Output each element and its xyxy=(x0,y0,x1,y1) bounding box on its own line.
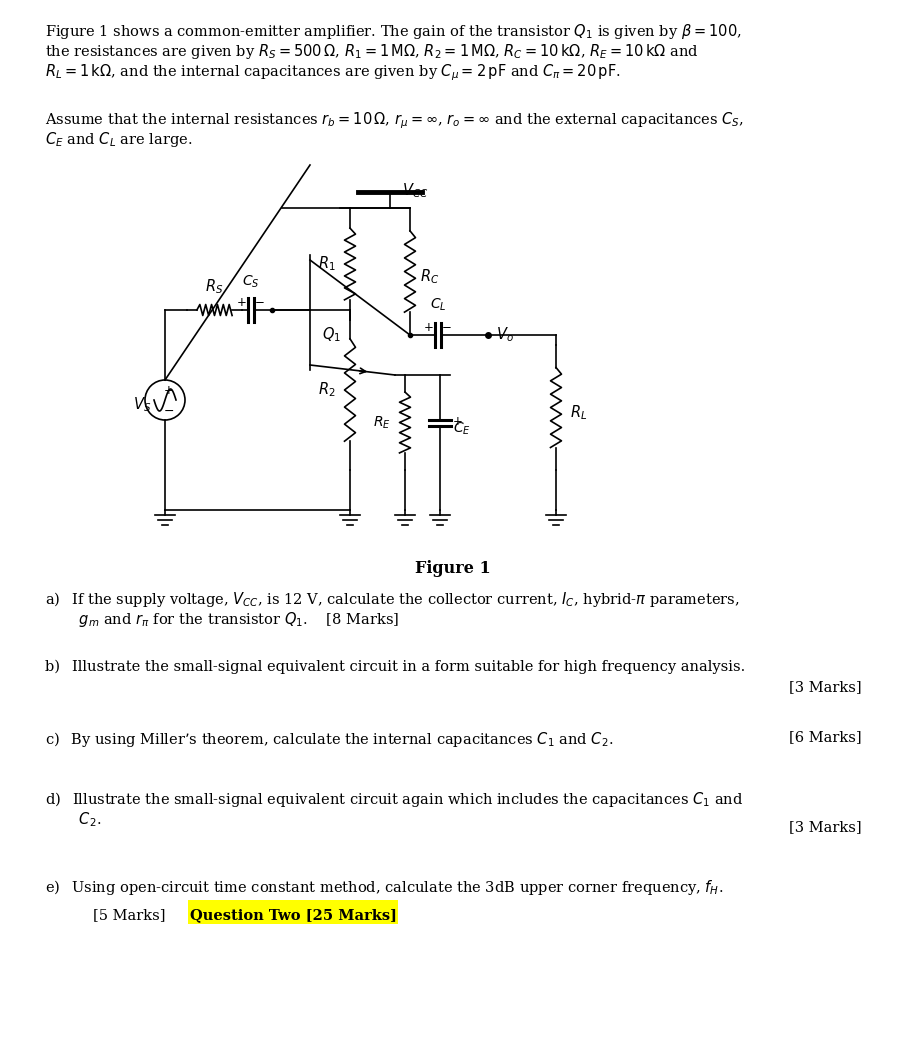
Text: $R_L$: $R_L$ xyxy=(570,403,587,422)
Text: $C_L$: $C_L$ xyxy=(429,297,447,313)
Text: $V_S$: $V_S$ xyxy=(133,395,151,414)
Text: b)  Illustrate the small-signal equivalent circuit in a form suitable for high f: b) Illustrate the small-signal equivalen… xyxy=(45,660,746,675)
Text: [6 Marks]: [6 Marks] xyxy=(789,730,862,744)
Text: the resistances are given by $R_S = 500\,\Omega$, $R_1 = 1\,\mathrm{M}\Omega$, $: the resistances are given by $R_S = 500\… xyxy=(45,42,699,61)
Text: $C_S$: $C_S$ xyxy=(242,274,260,290)
Text: Assume that the internal resistances $r_b = 10\,\Omega$, $r_{\mu} = \infty$, $r_: Assume that the internal resistances $r_… xyxy=(45,110,744,130)
Text: $R_L = 1\,\mathrm{k}\Omega$, and the internal capacitances are given by $C_{\mu}: $R_L = 1\,\mathrm{k}\Omega$, and the int… xyxy=(45,62,621,83)
Text: $g_m$ and $r_{\pi}$ for the transistor $Q_1$.    [8 Marks]: $g_m$ and $r_{\pi}$ for the transistor $… xyxy=(45,611,399,629)
Text: $R_S$: $R_S$ xyxy=(206,277,224,296)
Text: [3 Marks]: [3 Marks] xyxy=(789,820,862,834)
Text: [3 Marks]: [3 Marks] xyxy=(789,680,862,694)
Text: $R_1$: $R_1$ xyxy=(318,255,336,274)
Text: Figure 1 shows a common-emitter amplifier. The gain of the transistor $Q_1$ is g: Figure 1 shows a common-emitter amplifie… xyxy=(45,22,742,41)
Text: e)  Using open-circuit time constant method, calculate the 3dB upper corner freq: e) Using open-circuit time constant meth… xyxy=(45,878,723,897)
Text: $R_C$: $R_C$ xyxy=(420,267,439,285)
Text: +: + xyxy=(237,296,247,309)
Text: +: + xyxy=(424,321,434,334)
Text: $R_2$: $R_2$ xyxy=(318,381,336,400)
Text: Question Two [25 Marks]: Question Two [25 Marks] xyxy=(190,908,397,922)
Text: +: + xyxy=(453,415,463,428)
Text: $C_E$: $C_E$ xyxy=(453,421,471,436)
Text: $Q_1$: $Q_1$ xyxy=(322,325,341,344)
Text: $V_o$: $V_o$ xyxy=(496,325,514,344)
FancyBboxPatch shape xyxy=(188,900,398,924)
Text: +: + xyxy=(164,384,174,397)
Text: [5 Marks]: [5 Marks] xyxy=(93,908,166,922)
Text: −: − xyxy=(255,296,265,309)
Text: c)  By using Miller’s theorem, calculate the internal capacitances $C_1$ and $C_: c) By using Miller’s theorem, calculate … xyxy=(45,730,613,749)
Text: a)  If the supply voltage, $V_{CC}$, is 12 V, calculate the collector current, $: a) If the supply voltage, $V_{CC}$, is 1… xyxy=(45,590,739,609)
Text: $C_E$ and $C_L$ are large.: $C_E$ and $C_L$ are large. xyxy=(45,130,193,149)
Text: $V_{CC}$: $V_{CC}$ xyxy=(402,181,429,200)
Text: −: − xyxy=(164,405,174,418)
Text: −: − xyxy=(442,321,452,334)
Text: d)  Illustrate the small-signal equivalent circuit again which includes the capa: d) Illustrate the small-signal equivalen… xyxy=(45,790,743,809)
Text: Figure 1: Figure 1 xyxy=(415,560,491,577)
Text: $R_E$: $R_E$ xyxy=(373,414,391,431)
Text: $C_2$.: $C_2$. xyxy=(45,810,101,829)
